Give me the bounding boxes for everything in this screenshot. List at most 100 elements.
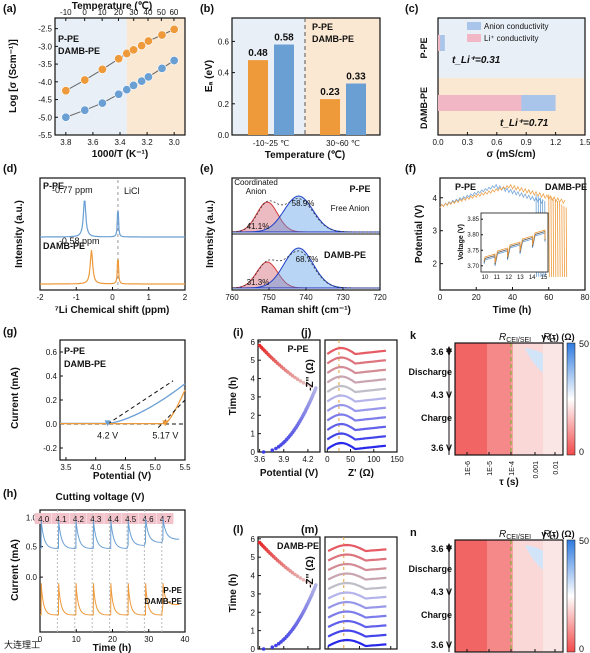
c-x-ticklabel: 1.2	[550, 138, 562, 147]
k-heatmap-band	[543, 343, 563, 455]
h-cut-label: 4.4	[108, 515, 120, 524]
e-free-peak-DAMB-PE	[232, 247, 380, 289]
panel-label: n	[410, 527, 417, 539]
a-xlabel: 1000/T (K⁻¹)	[92, 149, 148, 160]
c-row-label-P-PE: P-PE	[419, 37, 429, 58]
a-x-ticklabel: 3.2	[142, 138, 154, 147]
n-colorbar	[566, 539, 576, 653]
h-x-ticklabel: 20	[108, 635, 117, 644]
h-legend-DAMB-PE: DAMB-PE	[145, 597, 183, 606]
d-x-ticklabel: -2	[36, 293, 44, 302]
h-curve-P-PE	[40, 519, 180, 549]
h-cut-box	[34, 513, 52, 524]
i-x-ticklabel: 3.9	[278, 455, 290, 464]
f-x-ticklabel: 80	[581, 293, 590, 302]
b-ylabel: Eₐ (eV)	[204, 60, 215, 92]
b-bar-P-PE	[274, 44, 294, 135]
d-x-ticklabel: 0	[110, 293, 115, 302]
i-y-ticklabel: 3	[251, 393, 256, 402]
k-frame	[454, 342, 564, 456]
g-y-ticklabel: 0.0	[46, 420, 58, 429]
i-x-ticklabel: 4.2	[302, 455, 314, 464]
i-point	[298, 379, 303, 383]
g-onset-label-DAMB-PE: 5.17 V	[152, 430, 178, 440]
e-x-ticklabel: 760	[225, 293, 239, 302]
l-name: DAMB-PE	[277, 541, 319, 551]
g-y-ticklabel: 0.4	[46, 372, 58, 381]
g-onset-arrow-DAMB-PE	[162, 420, 169, 427]
panel-label: (e)	[200, 163, 214, 175]
l-point	[301, 578, 306, 582]
k-x-ticklabel: 1E-6	[465, 461, 472, 476]
l-point	[295, 574, 300, 578]
a-y-ticklabel: -3.5	[38, 60, 52, 69]
k-heatmap-band	[487, 343, 511, 455]
f-y-ticklabel: 2	[433, 260, 438, 269]
b-bar-label: 0.58	[274, 33, 294, 44]
b-bar-P-PE	[346, 83, 366, 135]
h-curve-DAMB-PE	[40, 583, 180, 616]
j-x-ticklabel: 150	[390, 455, 404, 464]
a-band-hot	[126, 18, 185, 135]
h-cut-box	[156, 513, 174, 524]
l-y-ticklabel: 1	[251, 627, 256, 636]
m-spectrum	[327, 553, 387, 562]
f-fail-drop	[563, 205, 565, 277]
a-top-ticklabel: -10	[60, 8, 72, 17]
g-ylabel: Current (mA)	[10, 367, 21, 429]
f-y-ticklabel: 3	[433, 227, 438, 236]
k-colorbar-min: 0	[579, 447, 584, 457]
a-point-DAMB-PE	[97, 64, 107, 74]
panel-label: (i)	[233, 327, 244, 339]
h-x-ticklabel: 0	[38, 635, 43, 644]
g-x-ticklabel: 5.5	[179, 463, 191, 472]
i-y-ticklabel: 4	[251, 375, 256, 384]
f-inset-trace	[483, 229, 546, 264]
a-point-P-PE	[80, 105, 90, 115]
f-inset-ticklabel: 11	[494, 275, 501, 281]
e-x-ticklabel: 740	[299, 293, 313, 302]
e-coordinated-pct-P-PE: 41.1%	[247, 222, 270, 231]
i-name: P-PE	[287, 344, 308, 354]
l-point	[314, 583, 318, 587]
g-x-ticklabel: 4.5	[120, 463, 132, 472]
a-point-DAMB-PE	[80, 75, 90, 85]
c-x-ticklabel: 0.6	[491, 138, 503, 147]
i-xlabel: Potential (V)	[260, 468, 318, 479]
b-band-cold	[232, 18, 305, 135]
k-x-ticklabel: 1E-5	[487, 461, 494, 476]
a-point-DAMB-PE	[61, 86, 71, 96]
m-spectrum	[327, 572, 387, 581]
k-row-label: 3.6 V	[431, 443, 452, 453]
h-cut-box	[52, 513, 70, 524]
h-cut-box	[86, 513, 104, 524]
i-point	[274, 446, 278, 451]
i-y-ticklabel: 1	[251, 430, 256, 439]
m-spectrum	[327, 600, 387, 610]
n-arrow-head	[446, 543, 452, 549]
g-tangent-P-PE	[107, 380, 174, 425]
a-point-P-PE	[169, 56, 179, 66]
m-spectrum	[327, 619, 387, 629]
a-point-DAMB-PE	[169, 24, 179, 34]
panel-label: (d)	[3, 163, 17, 175]
k-row-label: 4.3 V	[431, 390, 452, 400]
n-row-label: Discharge	[408, 564, 452, 574]
c-bar-li-P-PE	[438, 35, 441, 51]
j-x-ticklabel: 100	[367, 455, 381, 464]
panel-label: (f)	[405, 163, 416, 175]
i-point	[314, 386, 318, 390]
l-point	[304, 579, 309, 584]
d-series-label-P-PE: P-PE	[43, 181, 64, 191]
a-y-ticklabel: -3.0	[38, 42, 52, 51]
g-xlabel: Potential (V)	[93, 471, 151, 482]
b-bar-DAMB-PE	[320, 99, 340, 135]
c-bar-li-DAMB-PE	[438, 95, 522, 111]
h-cut-box	[104, 513, 122, 524]
i-ylabel: Time (h)	[228, 377, 239, 416]
d-x-ticklabel: 1	[147, 293, 152, 302]
l-y-ticklabel: 2	[251, 608, 256, 617]
f-x-ticklabel: 40	[508, 293, 517, 302]
a-top-ticklabel: 40	[144, 8, 153, 17]
f-fail-drop	[559, 202, 561, 277]
